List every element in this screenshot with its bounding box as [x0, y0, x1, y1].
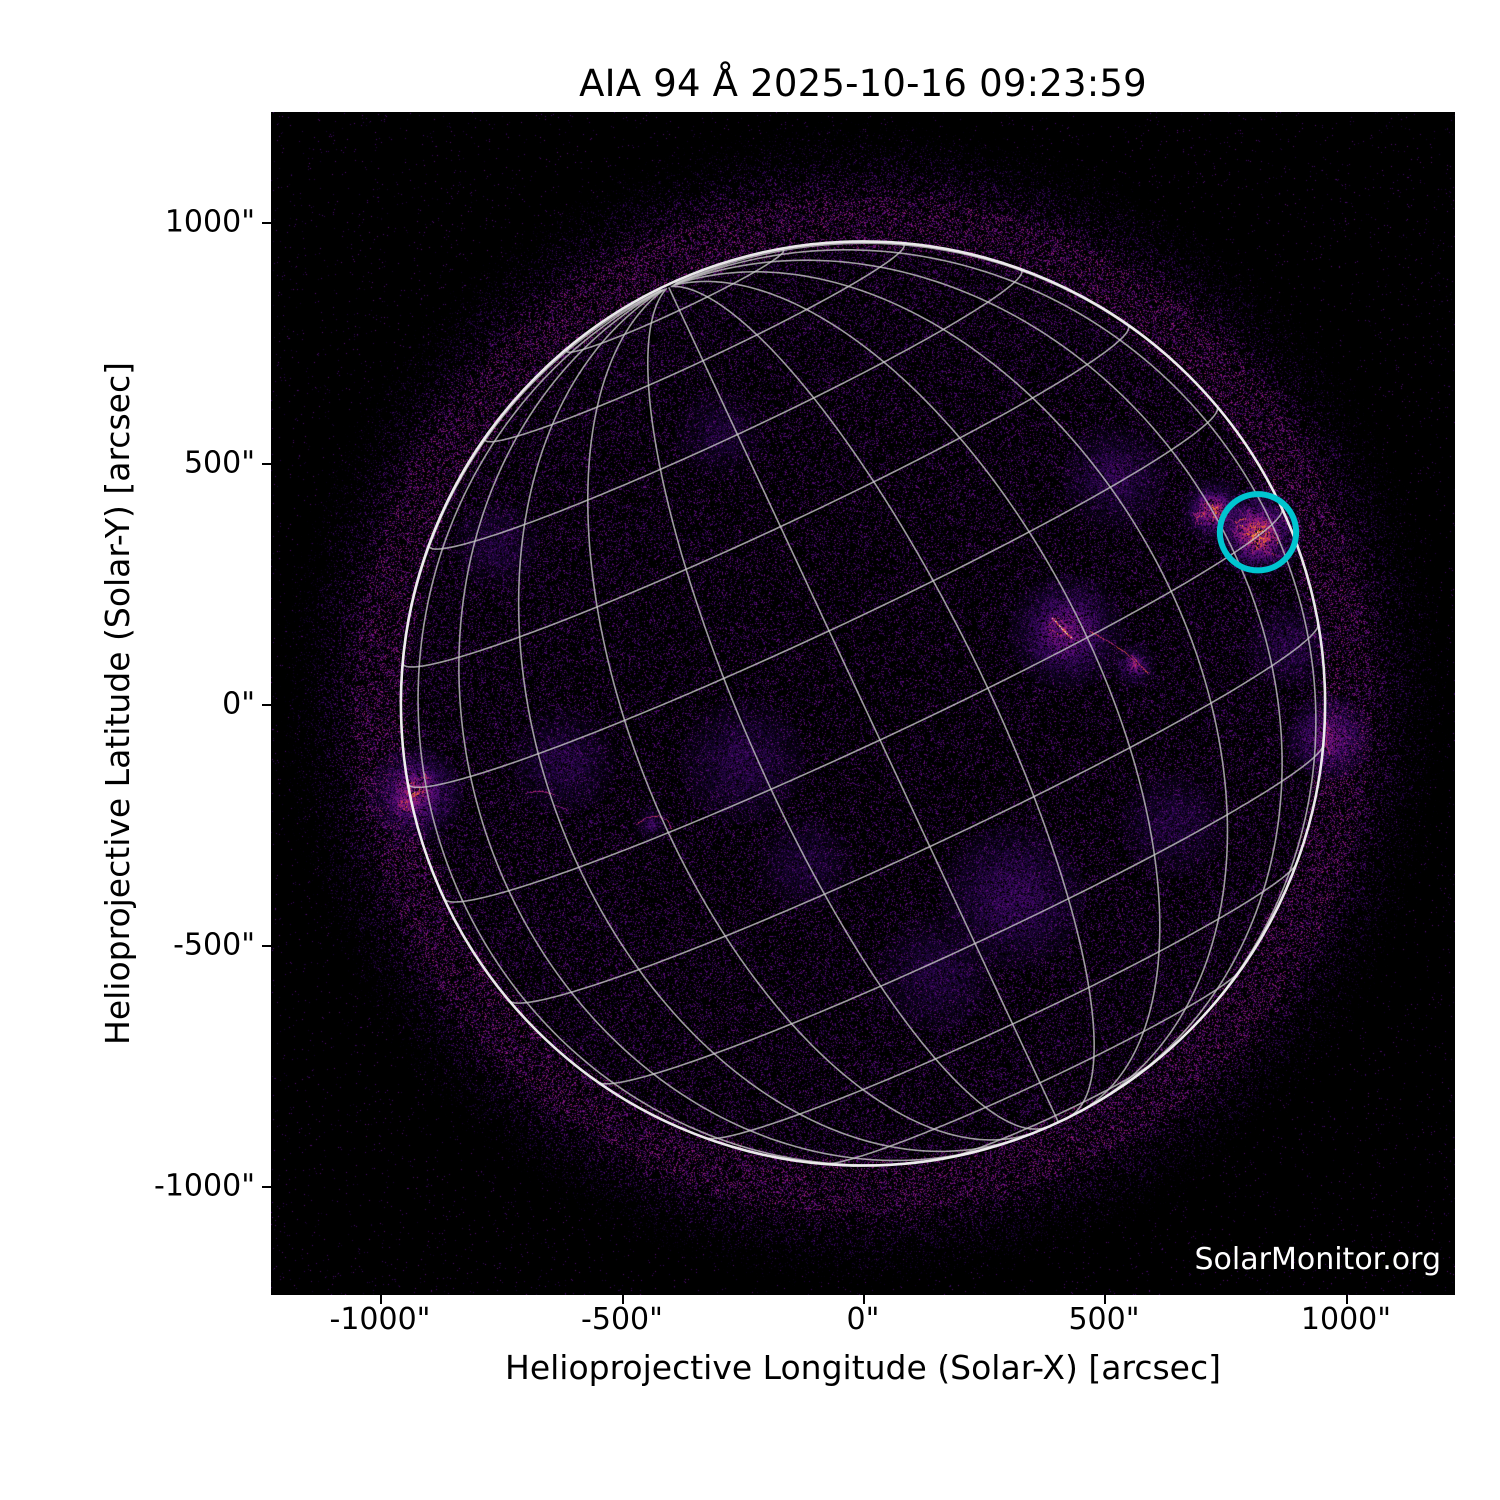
xtick-label-minus500: -500": [581, 1302, 663, 1337]
xtick-mark: [1104, 1295, 1106, 1304]
y-axis-label: Helioprojective Latitude (Solar-Y) [arcs…: [98, 362, 137, 1045]
solar-limb-circle: [399, 240, 1327, 1167]
xtick-label-0: 0": [846, 1302, 880, 1337]
ytick-mark: [262, 1186, 271, 1188]
parallel-lines: [401, 242, 1325, 1165]
grid-overlay: [399, 240, 1327, 1167]
xtick-label-1000: 1000": [1300, 1302, 1392, 1337]
ytick-label-500: 500": [183, 445, 255, 481]
xtick-mark: [863, 1295, 865, 1304]
xtick-mark: [380, 1295, 382, 1304]
ytick-mark: [262, 222, 271, 224]
active-region-circle: [1216, 491, 1300, 574]
ytick-mark: [262, 704, 271, 706]
ytick-label-minus500: -500": [173, 927, 255, 963]
ytick-mark: [262, 945, 271, 947]
watermark-label: SolarMonitor.org: [1194, 1242, 1441, 1277]
xtick-mark: [1346, 1295, 1348, 1304]
ytick-label-minus1000: -1000": [154, 1168, 255, 1204]
xtick-mark: [622, 1295, 624, 1304]
ytick-mark: [262, 463, 271, 465]
plot-area[interactable]: SolarMonitor.org: [271, 112, 1455, 1295]
ytick-label-1000: 1000": [164, 204, 255, 240]
xtick-label-minus1000: -1000": [329, 1302, 431, 1337]
ytick-label-0: 0": [222, 686, 255, 722]
x-axis-label: Helioprojective Longitude (Solar-X) [arc…: [505, 1348, 1221, 1387]
meridian-lines: [400, 242, 1317, 1166]
page-title: AIA 94 Å 2025-10-16 09:23:59: [579, 62, 1147, 105]
xtick-label-500: 500": [1068, 1302, 1140, 1337]
